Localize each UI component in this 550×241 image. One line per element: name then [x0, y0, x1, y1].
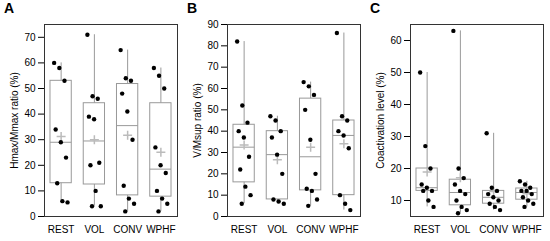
- svg-text:CONV: CONV: [113, 224, 142, 235]
- svg-text:WPHF: WPHF: [329, 224, 358, 235]
- svg-text:70: 70: [207, 61, 219, 72]
- html-text:A: A: [4, 0, 15, 16]
- svg-text:10: 10: [390, 195, 402, 206]
- svg-text:0: 0: [30, 211, 36, 222]
- svg-text:VOL: VOL: [267, 224, 287, 235]
- svg-text:20: 20: [24, 160, 36, 171]
- svg-text:50: 50: [24, 83, 36, 94]
- svg-text:50: 50: [390, 67, 402, 78]
- svg-text:20: 20: [390, 163, 402, 174]
- svg-text:40: 40: [24, 108, 36, 119]
- svg-text:10: 10: [24, 185, 36, 196]
- svg-text:VOL: VOL: [84, 224, 104, 235]
- svg-text:30: 30: [207, 147, 219, 158]
- svg-text:60: 60: [24, 57, 36, 68]
- svg-text:V/Msup ratio (%): V/Msup ratio (%): [192, 83, 203, 157]
- svg-text:VOL: VOL: [450, 224, 470, 235]
- svg-text:10: 10: [207, 189, 219, 200]
- svg-text:60: 60: [207, 83, 219, 94]
- html-text:B: B: [187, 0, 198, 16]
- html-text:C: C: [370, 0, 381, 16]
- svg-text:50: 50: [207, 104, 219, 115]
- svg-text:CONV: CONV: [296, 224, 325, 235]
- svg-text:40: 40: [390, 99, 402, 110]
- svg-text:40: 40: [207, 125, 219, 136]
- svg-text:WPHF: WPHF: [146, 224, 175, 235]
- svg-text:CONV: CONV: [479, 224, 508, 235]
- svg-text:80: 80: [207, 40, 219, 51]
- svg-text:REST: REST: [231, 224, 258, 235]
- svg-text:Hmax/Mmax ratio (%): Hmax/Mmax ratio (%): [9, 72, 20, 169]
- svg-text:70: 70: [24, 32, 36, 43]
- svg-text:Coactivation level (%): Coactivation level (%): [375, 72, 386, 169]
- svg-text:30: 30: [24, 134, 36, 145]
- svg-text:20: 20: [207, 168, 219, 179]
- svg-text:60: 60: [390, 35, 402, 46]
- svg-text:90: 90: [207, 19, 219, 30]
- svg-text:REST: REST: [48, 224, 75, 235]
- svg-text:0: 0: [213, 211, 219, 222]
- svg-text:WPHF: WPHF: [512, 224, 541, 235]
- svg-text:30: 30: [390, 131, 402, 142]
- svg-text:REST: REST: [414, 224, 441, 235]
